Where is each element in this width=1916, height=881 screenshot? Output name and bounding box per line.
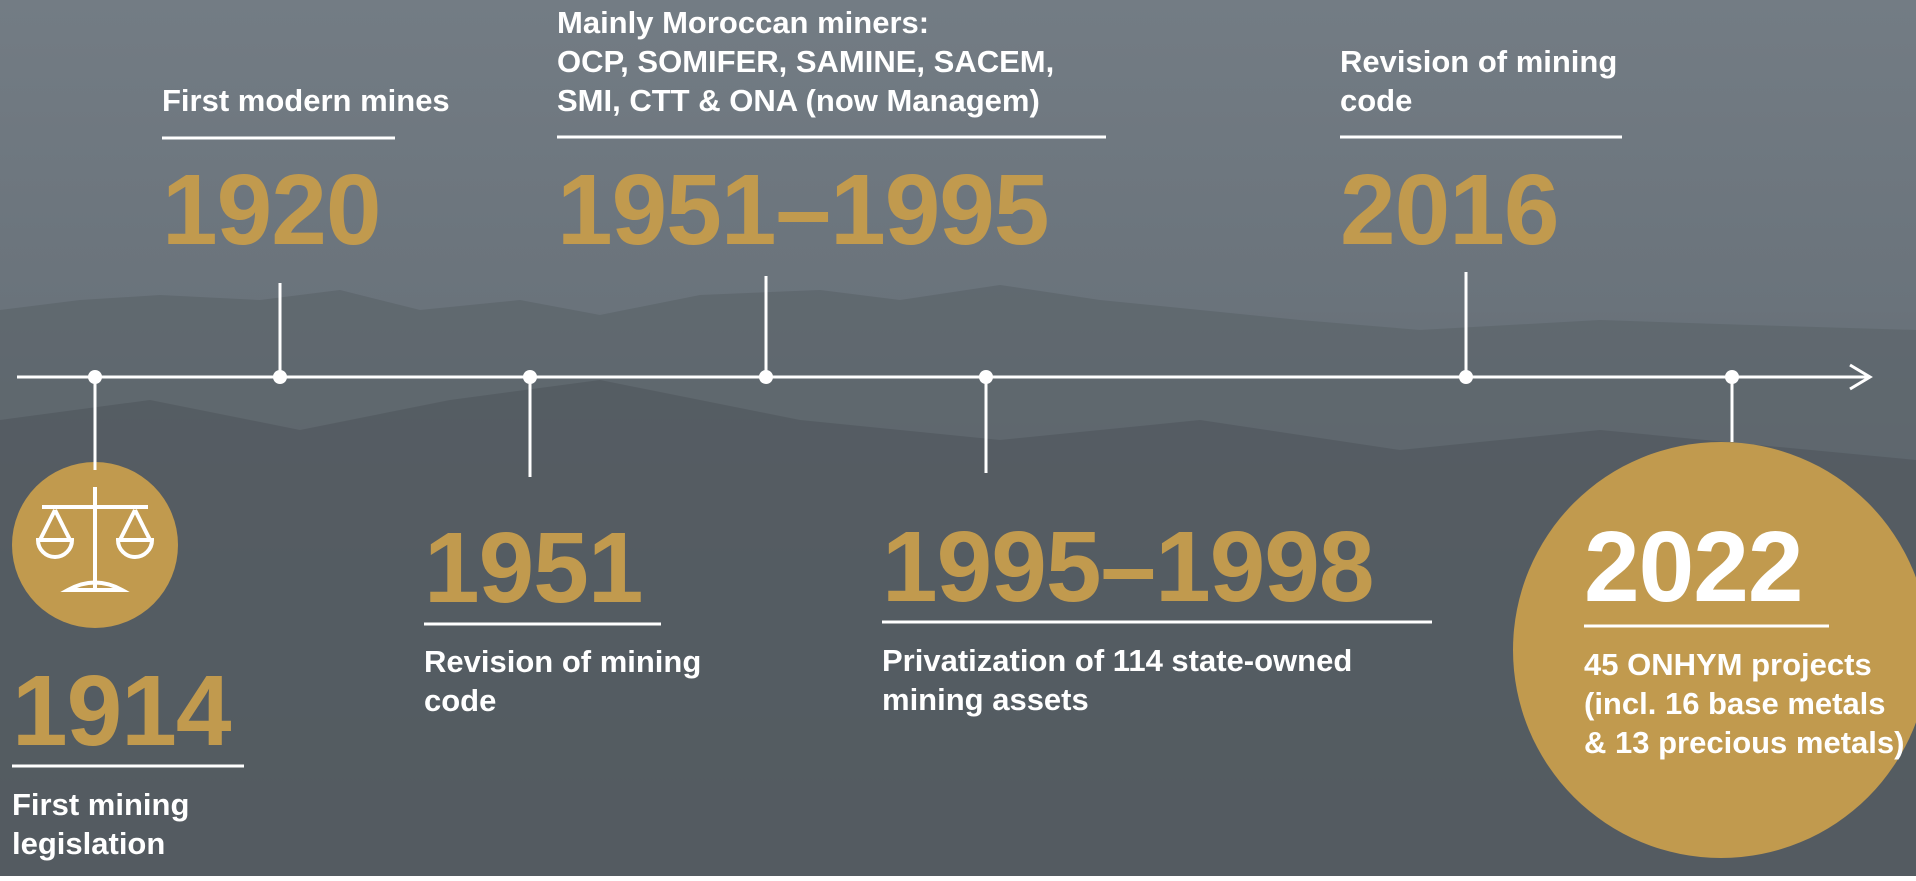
scale-icon — [12, 462, 178, 628]
event-dot — [1725, 370, 1739, 384]
event-description: Revision of mining — [1340, 44, 1617, 79]
event-dot — [523, 370, 537, 384]
event-dot — [88, 370, 102, 384]
event-description: Revision of mining — [424, 644, 701, 679]
event-description: code — [1340, 83, 1412, 118]
event-description: Privatization of 114 state-owned — [882, 643, 1352, 678]
event-year: 2022 — [1584, 511, 1802, 623]
event-year: 1951 — [424, 512, 642, 624]
event-dot — [1459, 370, 1473, 384]
timeline: 1914 First mining legislation 1920 First mod… — [0, 0, 1916, 876]
event-description: First mining — [12, 787, 189, 822]
event-description: code — [424, 683, 496, 718]
event-dot — [273, 370, 287, 384]
event-year: 1995–1998 — [882, 511, 1374, 623]
event-dot — [979, 370, 993, 384]
event-year: 1920 — [162, 154, 380, 266]
event-year: 1914 — [12, 655, 232, 767]
event-description: (incl. 16 base metals — [1584, 686, 1886, 721]
event-description: legislation — [12, 826, 165, 861]
page: 1914 First mining legislation 1920 First mod… — [0, 0, 1916, 876]
event-description: SMI, CTT & ONA (now Managem) — [557, 83, 1040, 118]
event-description: 45 ONHYM projects — [1584, 647, 1872, 682]
event-description: mining assets — [882, 682, 1089, 717]
event-year: 2016 — [1340, 154, 1558, 266]
event-dot — [759, 370, 773, 384]
event-year: 1951–1995 — [557, 154, 1049, 266]
event-description: & 13 precious metals) — [1584, 725, 1904, 760]
event-description: Mainly Moroccan miners: — [557, 5, 929, 40]
event-description: OCP, SOMIFER, SAMINE, SACEM, — [557, 44, 1054, 79]
event-description: First modern mines — [162, 83, 450, 118]
